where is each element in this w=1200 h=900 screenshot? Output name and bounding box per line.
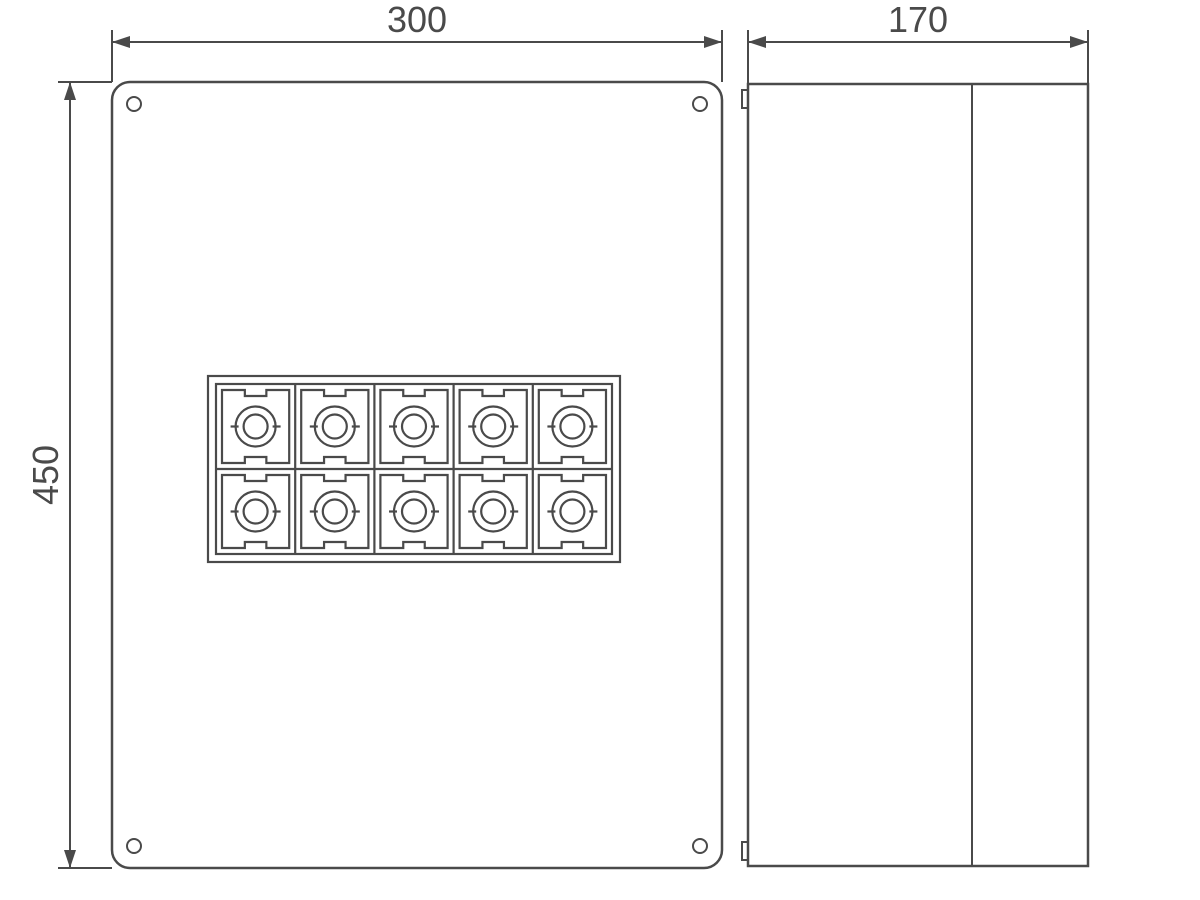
dimension-label: 170 [888,0,948,40]
dimension-horizontal: 170 [748,0,1088,48]
technical-drawing: 300 170 450 [0,0,1200,900]
front-view [112,82,722,868]
dimension-vertical: 450 [25,82,76,868]
dimension-horizontal: 300 [112,0,722,48]
dimension-label: 300 [387,0,447,40]
dimension-label: 450 [25,445,66,505]
side-view [742,84,1088,866]
